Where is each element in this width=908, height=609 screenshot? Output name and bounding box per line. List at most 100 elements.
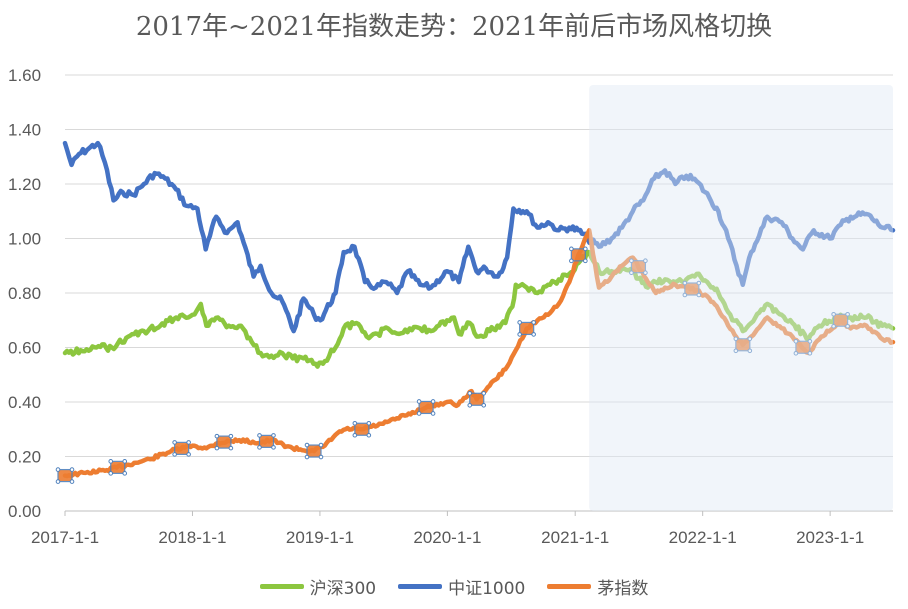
marker-handle	[733, 336, 739, 342]
marker-handle	[643, 258, 648, 264]
marker-handle	[569, 246, 574, 252]
marker-handle	[831, 311, 836, 317]
marker-handle	[793, 338, 799, 344]
axis-ticks: 0.00 0.20 0.40 0.60 0.80 1.00 1.20 1.40 1.60 2017…	[8, 66, 864, 547]
marker-handle	[214, 433, 220, 439]
y-tick-label: 0.20	[8, 448, 41, 467]
marker-handle	[55, 479, 61, 484]
series-line-hs300	[62, 249, 896, 369]
marker-handle	[228, 433, 234, 439]
marker-handle	[257, 445, 262, 450]
marker-handle	[845, 311, 850, 317]
marker-handle	[696, 292, 702, 298]
data-point-marker	[174, 441, 190, 455]
data-point-marker	[519, 321, 535, 336]
marker-handle	[304, 442, 310, 448]
marker-handle	[122, 471, 128, 476]
data-point-marker	[354, 422, 370, 436]
y-tick-label: 0.00	[8, 502, 41, 521]
marker-handle	[318, 442, 324, 448]
marker-handle	[629, 270, 634, 276]
y-tick-label: 0.60	[8, 339, 41, 358]
marker-handle	[682, 280, 688, 286]
marker-handle	[807, 350, 813, 356]
marker-handle	[467, 390, 473, 396]
data-point-marker	[795, 340, 811, 354]
marker-handle	[366, 420, 372, 426]
data-point-marker	[57, 468, 73, 483]
data-point-marker	[833, 313, 849, 327]
data-point-marker	[306, 444, 322, 458]
legend-swatch-hs300	[259, 584, 304, 589]
marker-handle	[271, 445, 276, 450]
marker-handle	[430, 399, 436, 404]
legend-item-mao[interactable]: 茅指数	[547, 574, 648, 599]
marker-handle	[257, 433, 262, 438]
x-tick-label: 2021-1-1	[541, 528, 609, 547]
x-tick-label: 2023-1-1	[796, 528, 864, 547]
data-point-marker	[258, 434, 275, 448]
marker-handle	[583, 258, 588, 264]
marker-handle	[831, 323, 836, 329]
y-tick-label: 1.40	[8, 121, 41, 140]
x-tick-label: 2019-1-1	[286, 528, 354, 547]
marker-handle	[352, 432, 358, 438]
marker-handle	[416, 411, 422, 416]
marker-handle	[228, 445, 234, 451]
marker-handle	[304, 454, 310, 460]
marker-handle	[186, 440, 191, 445]
marker-handle	[696, 280, 702, 286]
x-tick-label: 2017-1-1	[31, 528, 99, 547]
marker-handle	[517, 320, 522, 325]
x-tick-label: 2020-1-1	[413, 528, 481, 547]
data-point-marker	[216, 435, 232, 449]
legend-item-hs300[interactable]: 沪深300	[259, 574, 376, 599]
marker-handle	[807, 338, 813, 344]
marker-handle	[352, 420, 358, 426]
marker-handle	[108, 459, 114, 464]
marker-handle	[747, 336, 753, 342]
legend-swatch-csi1000	[398, 584, 443, 589]
marker-handle	[845, 323, 850, 329]
marker-handle	[69, 479, 75, 484]
y-tick-label: 1.00	[8, 230, 41, 249]
marker-handle	[172, 452, 177, 457]
marker-handle	[416, 399, 422, 404]
marker-handle	[569, 258, 574, 264]
marker-handle	[366, 432, 372, 438]
series-markers	[55, 246, 850, 484]
marker-handle	[271, 433, 276, 438]
marker-handle	[682, 292, 688, 298]
marker-handle	[531, 320, 536, 325]
legend-item-csi1000[interactable]: 中证1000	[398, 574, 525, 599]
legend-swatch-mao	[547, 584, 592, 589]
marker-handle	[318, 454, 324, 460]
y-tick-label: 0.80	[8, 284, 41, 303]
marker-handle	[122, 459, 128, 464]
marker-handle	[531, 332, 536, 337]
marker-handle	[517, 332, 522, 337]
marker-handle	[733, 348, 739, 354]
chart-title: 2017年~2021年指数走势：2021年前后市场风格切换	[135, 12, 773, 42]
marker-handle	[583, 246, 588, 252]
marker-handle	[629, 258, 634, 264]
data-point-marker	[630, 260, 647, 274]
legend-label-mao: 茅指数	[597, 579, 649, 599]
data-point-marker	[684, 282, 700, 296]
marker-handle	[793, 350, 799, 356]
data-point-marker	[735, 338, 751, 352]
data-point-marker	[110, 460, 126, 474]
x-tick-label: 2018-1-1	[158, 528, 226, 547]
marker-handle	[747, 348, 753, 354]
legend: 沪深300 中证1000 茅指数	[0, 574, 908, 599]
marker-handle	[214, 445, 220, 451]
marker-handle	[643, 270, 648, 276]
marker-handle	[467, 402, 473, 408]
marker-handle	[481, 390, 487, 396]
marker-handle	[186, 452, 191, 457]
data-point-marker	[570, 248, 586, 262]
marker-handle	[430, 411, 436, 416]
data-point-marker	[418, 400, 434, 415]
highlight-region	[589, 85, 893, 511]
